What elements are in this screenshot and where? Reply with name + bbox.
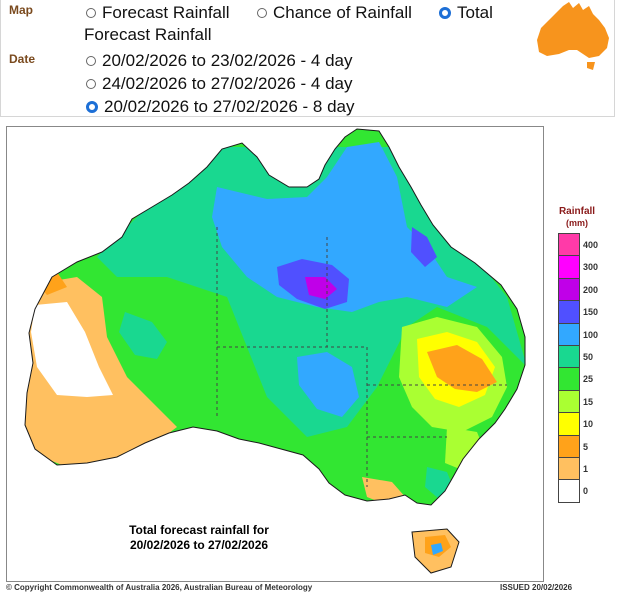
radio-selected-icon[interactable] (439, 7, 451, 19)
option-label: 24/02/2026 to 27/02/2026 - 4 day (102, 74, 353, 93)
legend-swatch-200 (558, 277, 580, 302)
legend-swatch-25 (558, 367, 580, 391)
legend-swatch-1 (558, 456, 580, 481)
legend-swatch-300 (558, 255, 580, 279)
legend-swatch-5 (558, 434, 580, 458)
radio-icon[interactable] (86, 56, 96, 66)
legend-tick-15: 15 (583, 396, 594, 407)
legend-tick-25: 25 (583, 374, 594, 385)
legend-swatch-10 (558, 412, 580, 436)
map-option-forecast-rainfall[interactable]: Forecast Rainfall (86, 3, 230, 23)
radio-selected-icon[interactable] (86, 101, 98, 113)
option-label: Chance of Rainfall (273, 3, 412, 22)
forecast-options-panel: Map Date Forecast Rainfall Chance of Rai… (0, 0, 615, 117)
map-option-chance-of-rainfall[interactable]: Chance of Rainfall (257, 3, 412, 23)
map-caption-line1: Total forecast rainfall for (129, 523, 269, 537)
option-label: Total (457, 3, 493, 22)
option-label: 20/02/2026 to 23/02/2026 - 4 day (102, 51, 353, 70)
copyright-text: © Copyright Commonwealth of Australia 20… (6, 583, 313, 592)
legend-tick-400: 400 (583, 240, 599, 250)
radio-icon[interactable] (257, 8, 267, 18)
issued-text: ISSUED 20/02/2026 (500, 583, 573, 592)
australia-map-icon[interactable] (533, 0, 615, 72)
legend-tick-50: 50 (583, 352, 594, 362)
date-option-8-day[interactable]: 20/02/2026 to 27/02/2026 - 8 day (86, 97, 354, 117)
legend-tick-150: 150 (583, 307, 599, 318)
legend-swatches (558, 233, 580, 503)
legend-swatch-15 (558, 389, 580, 414)
radio-icon[interactable] (86, 8, 96, 18)
legend-tick-200: 200 (583, 284, 599, 295)
legend-title: Rainfall (558, 206, 596, 217)
legend-tick-10: 10 (583, 419, 594, 430)
option-label: 20/02/2026 to 27/02/2026 - 8 day (104, 97, 355, 116)
legend-swatch-150 (558, 300, 580, 324)
map-option-total-wrap[interactable]: Forecast Rainfall (84, 25, 212, 44)
legend-tick-0: 0 (583, 486, 589, 497)
rainfall-legend: Rainfall (mm) 400 300 200 150 100 50 25 15 10 5 1 0 (552, 206, 602, 503)
date-option-second-4-day[interactable]: 24/02/2026 to 27/02/2026 - 4 day (86, 74, 352, 94)
legend-units: (mm) (566, 218, 588, 228)
legend-swatch-100 (558, 322, 580, 346)
legend-tick-100: 100 (583, 329, 599, 340)
legend-tick-1: 1 (583, 464, 589, 474)
map-option-total-forecast-rainfall[interactable]: Total (439, 3, 493, 23)
legend-tick-300: 300 (583, 262, 599, 273)
date-row-label: Date (9, 52, 36, 66)
rainfall-map: Total forecast rainfall for 20/02/2026 t… (6, 126, 544, 582)
map-caption-line2: 20/02/2026 to 27/02/2026 (130, 538, 268, 552)
legend-tick-5: 5 (583, 441, 589, 452)
date-option-first-4-day[interactable]: 20/02/2026 to 23/02/2026 - 4 day (86, 51, 352, 71)
legend-swatch-0 (558, 479, 580, 503)
legend-swatch-400 (558, 233, 580, 257)
legend-swatch-50 (558, 344, 580, 369)
australia-rainfall-map: Total forecast rainfall for 20/02/2026 t… (24, 128, 526, 574)
option-label: Forecast Rainfall (102, 3, 230, 22)
map-row-label: Map (9, 3, 33, 17)
radio-icon[interactable] (86, 79, 96, 89)
